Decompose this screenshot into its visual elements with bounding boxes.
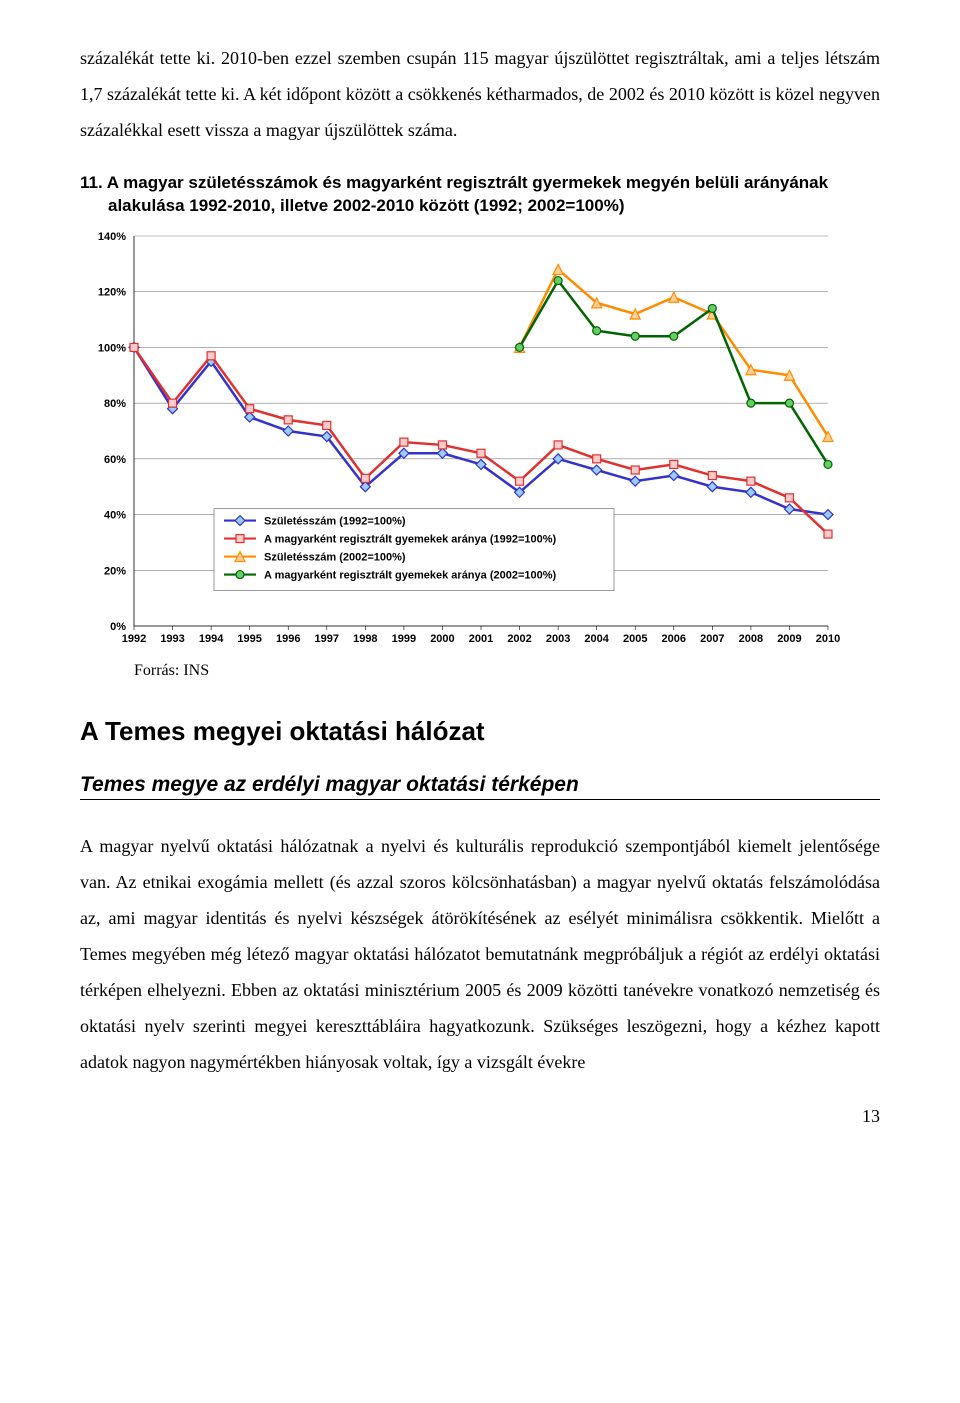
- svg-text:1993: 1993: [160, 633, 184, 645]
- svg-text:A magyarként regisztrált gyeme: A magyarként regisztrált gyemekek aránya…: [264, 533, 557, 545]
- svg-text:2006: 2006: [662, 633, 686, 645]
- svg-text:40%: 40%: [104, 509, 126, 521]
- page: százalékát tette ki. 2010-ben ezzel szem…: [0, 0, 960, 1157]
- svg-text:Születésszám (1992=100%): Születésszám (1992=100%): [264, 515, 406, 527]
- svg-text:1995: 1995: [237, 633, 261, 645]
- svg-text:1997: 1997: [315, 633, 339, 645]
- svg-text:2010: 2010: [816, 633, 840, 645]
- svg-text:2005: 2005: [623, 633, 647, 645]
- intro-paragraph: százalékát tette ki. 2010-ben ezzel szem…: [80, 40, 880, 148]
- line-chart: 0% 20% 40% 60% 80% 100% 120% 140% 1992 1993 1994 19…: [80, 226, 840, 656]
- figure-title-text: A magyar születésszámok és magyarként re…: [107, 173, 828, 215]
- svg-text:2002: 2002: [507, 633, 531, 645]
- svg-text:1994: 1994: [199, 633, 224, 645]
- svg-text:1999: 1999: [392, 633, 416, 645]
- figure-number: 11.: [80, 173, 103, 192]
- figure-source: Forrás: INS: [134, 662, 880, 680]
- svg-text:0%: 0%: [110, 621, 126, 633]
- svg-text:2000: 2000: [430, 633, 454, 645]
- svg-text:2001: 2001: [469, 633, 493, 645]
- svg-text:20%: 20%: [104, 565, 126, 577]
- section-heading: A Temes megyei oktatási hálózat: [80, 716, 880, 747]
- svg-text:1998: 1998: [353, 633, 377, 645]
- svg-text:120%: 120%: [98, 287, 126, 299]
- subsection-heading: Temes megye az erdélyi magyar oktatási t…: [80, 773, 880, 800]
- svg-text:Születésszám (2002=100%): Születésszám (2002=100%): [264, 551, 406, 563]
- svg-text:2007: 2007: [700, 633, 724, 645]
- svg-text:2004: 2004: [584, 633, 609, 645]
- svg-text:2008: 2008: [739, 633, 763, 645]
- svg-text:1996: 1996: [276, 633, 300, 645]
- figure-title: 11. A magyar születésszámok és magyarkén…: [80, 172, 880, 218]
- svg-text:80%: 80%: [104, 398, 126, 410]
- svg-text:100%: 100%: [98, 342, 126, 354]
- svg-text:60%: 60%: [104, 454, 126, 466]
- svg-text:2003: 2003: [546, 633, 570, 645]
- svg-text:1992: 1992: [122, 633, 146, 645]
- page-number: 13: [80, 1106, 880, 1127]
- body-paragraph: A magyar nyelvű oktatási hálózatnak a ny…: [80, 828, 880, 1080]
- chart-container: 0% 20% 40% 60% 80% 100% 120% 140% 1992 1993 1994 19…: [80, 226, 840, 656]
- svg-text:140%: 140%: [98, 231, 126, 243]
- svg-text:2009: 2009: [777, 633, 801, 645]
- svg-text:A magyarként regisztrált gyeme: A magyarként regisztrált gyemekek aránya…: [264, 569, 557, 581]
